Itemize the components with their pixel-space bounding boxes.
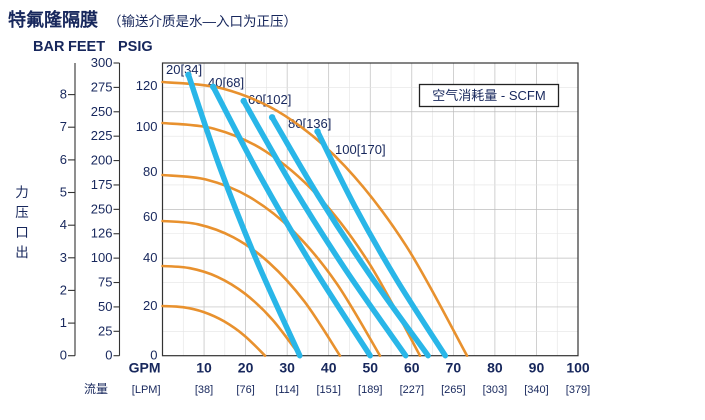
svg-text:出: 出 [15, 245, 29, 260]
svg-text:3: 3 [60, 250, 67, 265]
svg-text:50: 50 [362, 360, 378, 376]
svg-text:25: 25 [98, 323, 112, 338]
svg-text:120: 120 [136, 78, 158, 93]
svg-text:7: 7 [60, 119, 67, 134]
svg-text:300: 300 [91, 55, 113, 70]
svg-text:70: 70 [446, 360, 462, 376]
svg-text:力: 力 [15, 185, 29, 200]
svg-text:[227]: [227] [400, 384, 424, 396]
svg-text:60: 60 [404, 360, 420, 376]
svg-text:20[34]: 20[34] [166, 62, 202, 77]
svg-text:100[170]: 100[170] [335, 142, 386, 157]
svg-text:空气消耗量 - SCFM: 空气消耗量 - SCFM [432, 88, 545, 103]
svg-text:[340]: [340] [524, 384, 548, 396]
svg-text:80: 80 [487, 360, 503, 376]
svg-text:[303]: [303] [483, 384, 507, 396]
svg-text:275: 275 [91, 79, 113, 94]
svg-text:175: 175 [91, 177, 113, 192]
svg-text:[379]: [379] [566, 384, 590, 396]
svg-text:BAR: BAR [33, 39, 65, 55]
svg-text:PSIG: PSIG [118, 39, 153, 55]
svg-text:5: 5 [60, 185, 67, 200]
svg-text:250: 250 [91, 104, 113, 119]
svg-text:[114]: [114] [275, 384, 299, 396]
svg-text:[38]: [38] [195, 384, 213, 396]
svg-text:100: 100 [91, 250, 113, 265]
svg-text:30: 30 [279, 360, 295, 376]
svg-text:8: 8 [60, 87, 67, 102]
svg-text:80: 80 [143, 164, 157, 179]
svg-text:[LPM]: [LPM] [132, 384, 161, 396]
svg-text:60: 60 [143, 209, 157, 224]
svg-text:6: 6 [60, 152, 67, 167]
svg-text:40: 40 [143, 250, 157, 265]
svg-text:[265]: [265] [441, 384, 465, 396]
svg-text:126: 126 [91, 226, 113, 241]
svg-text:250: 250 [91, 201, 113, 216]
svg-text:100: 100 [136, 119, 158, 134]
svg-text:20: 20 [143, 298, 157, 313]
svg-text:特氟隆隔膜: 特氟隆隔膜 [8, 9, 98, 30]
svg-text:（输送介质是水—入口为正压）: （输送介质是水—入口为正压） [108, 14, 297, 29]
svg-text:FEET: FEET [68, 39, 105, 55]
svg-text:10: 10 [196, 360, 212, 376]
svg-text:[151]: [151] [316, 384, 340, 396]
svg-text:2: 2 [60, 282, 67, 297]
svg-text:50: 50 [98, 299, 112, 314]
svg-text:90: 90 [529, 360, 545, 376]
svg-text:0: 0 [60, 348, 67, 363]
svg-text:20: 20 [238, 360, 254, 376]
svg-text:40: 40 [321, 360, 337, 376]
svg-text:压: 压 [15, 205, 29, 220]
svg-text:0: 0 [105, 348, 112, 363]
svg-text:[76]: [76] [236, 384, 254, 396]
svg-text:流量: 流量 [84, 382, 108, 396]
svg-text:200: 200 [91, 153, 113, 168]
svg-text:4: 4 [60, 217, 67, 232]
svg-text:75: 75 [98, 275, 112, 290]
svg-text:1: 1 [60, 315, 67, 330]
svg-text:225: 225 [91, 128, 113, 143]
svg-text:口: 口 [15, 225, 29, 240]
svg-text:[189]: [189] [358, 384, 382, 396]
svg-text:0: 0 [150, 348, 157, 363]
svg-text:100: 100 [566, 360, 590, 376]
